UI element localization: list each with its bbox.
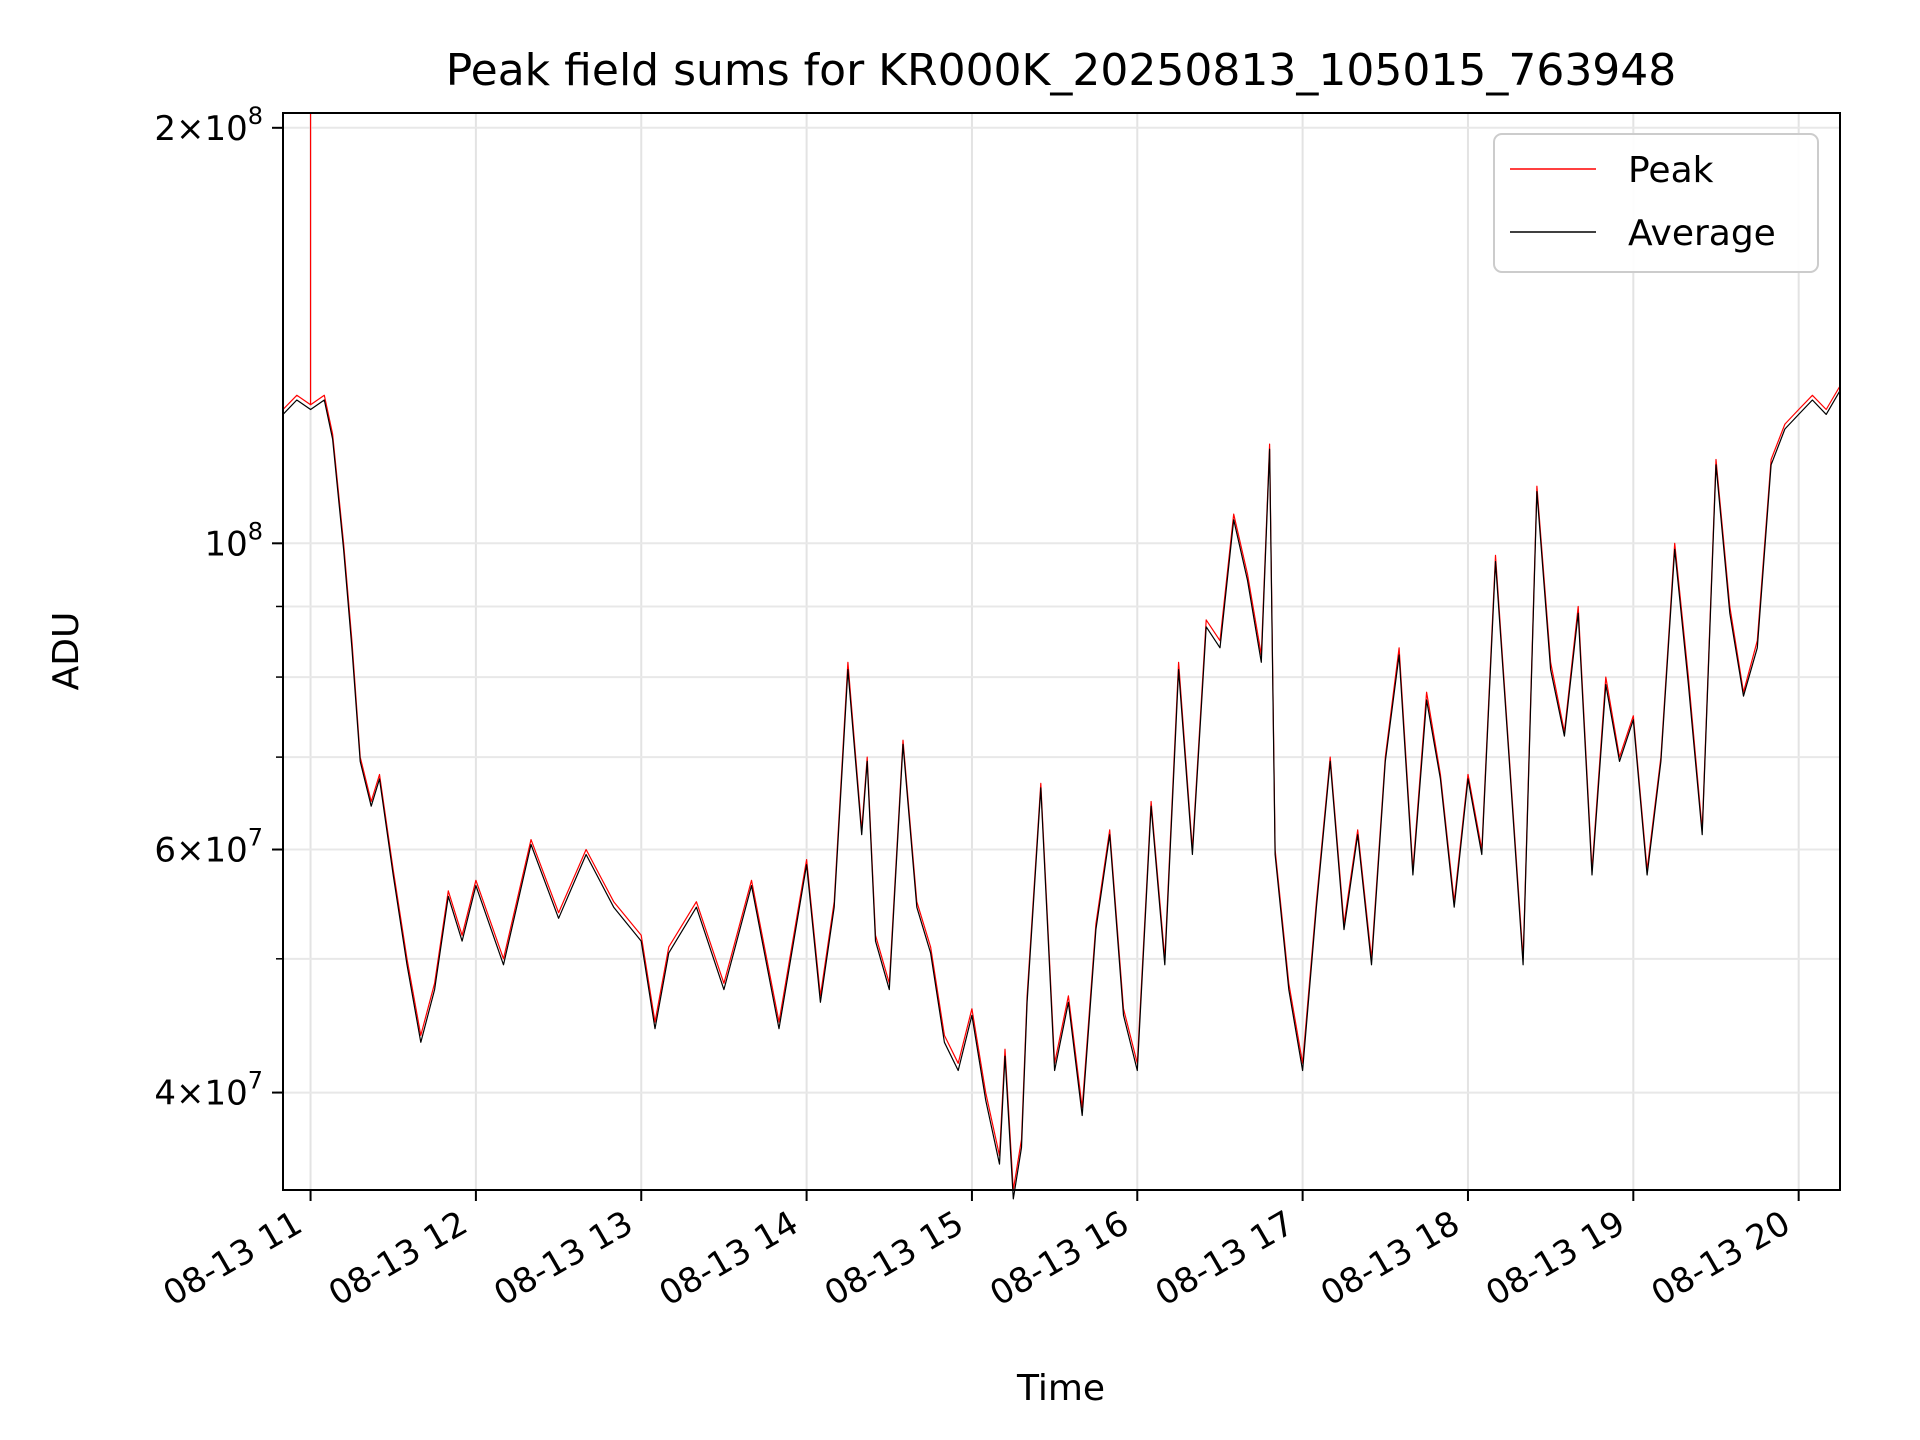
- grid: [283, 113, 1840, 1190]
- y-axis: 4×107 6×107 108 2×108: [154, 102, 283, 1114]
- y-tick-label: 6×107: [154, 824, 263, 871]
- y-tick-label: 2×108: [154, 102, 263, 149]
- plot-frame: [282, 112, 1841, 1191]
- legend-peak-label: Peak: [1628, 150, 1714, 191]
- series-layer: [282, 113, 1841, 1200]
- legend-average-label: Average: [1628, 213, 1776, 254]
- y-axis-title: ADU: [46, 612, 87, 691]
- series-line-average: [282, 390, 1841, 1200]
- y-tick-label: 4×107: [154, 1067, 263, 1114]
- x-axis-title: Time: [1016, 1368, 1105, 1409]
- y-tick-label: 108: [204, 517, 263, 564]
- chart-title: Peak field sums for KR000K_20250813_1050…: [446, 45, 1677, 96]
- legend: Peak Average: [1493, 133, 1819, 273]
